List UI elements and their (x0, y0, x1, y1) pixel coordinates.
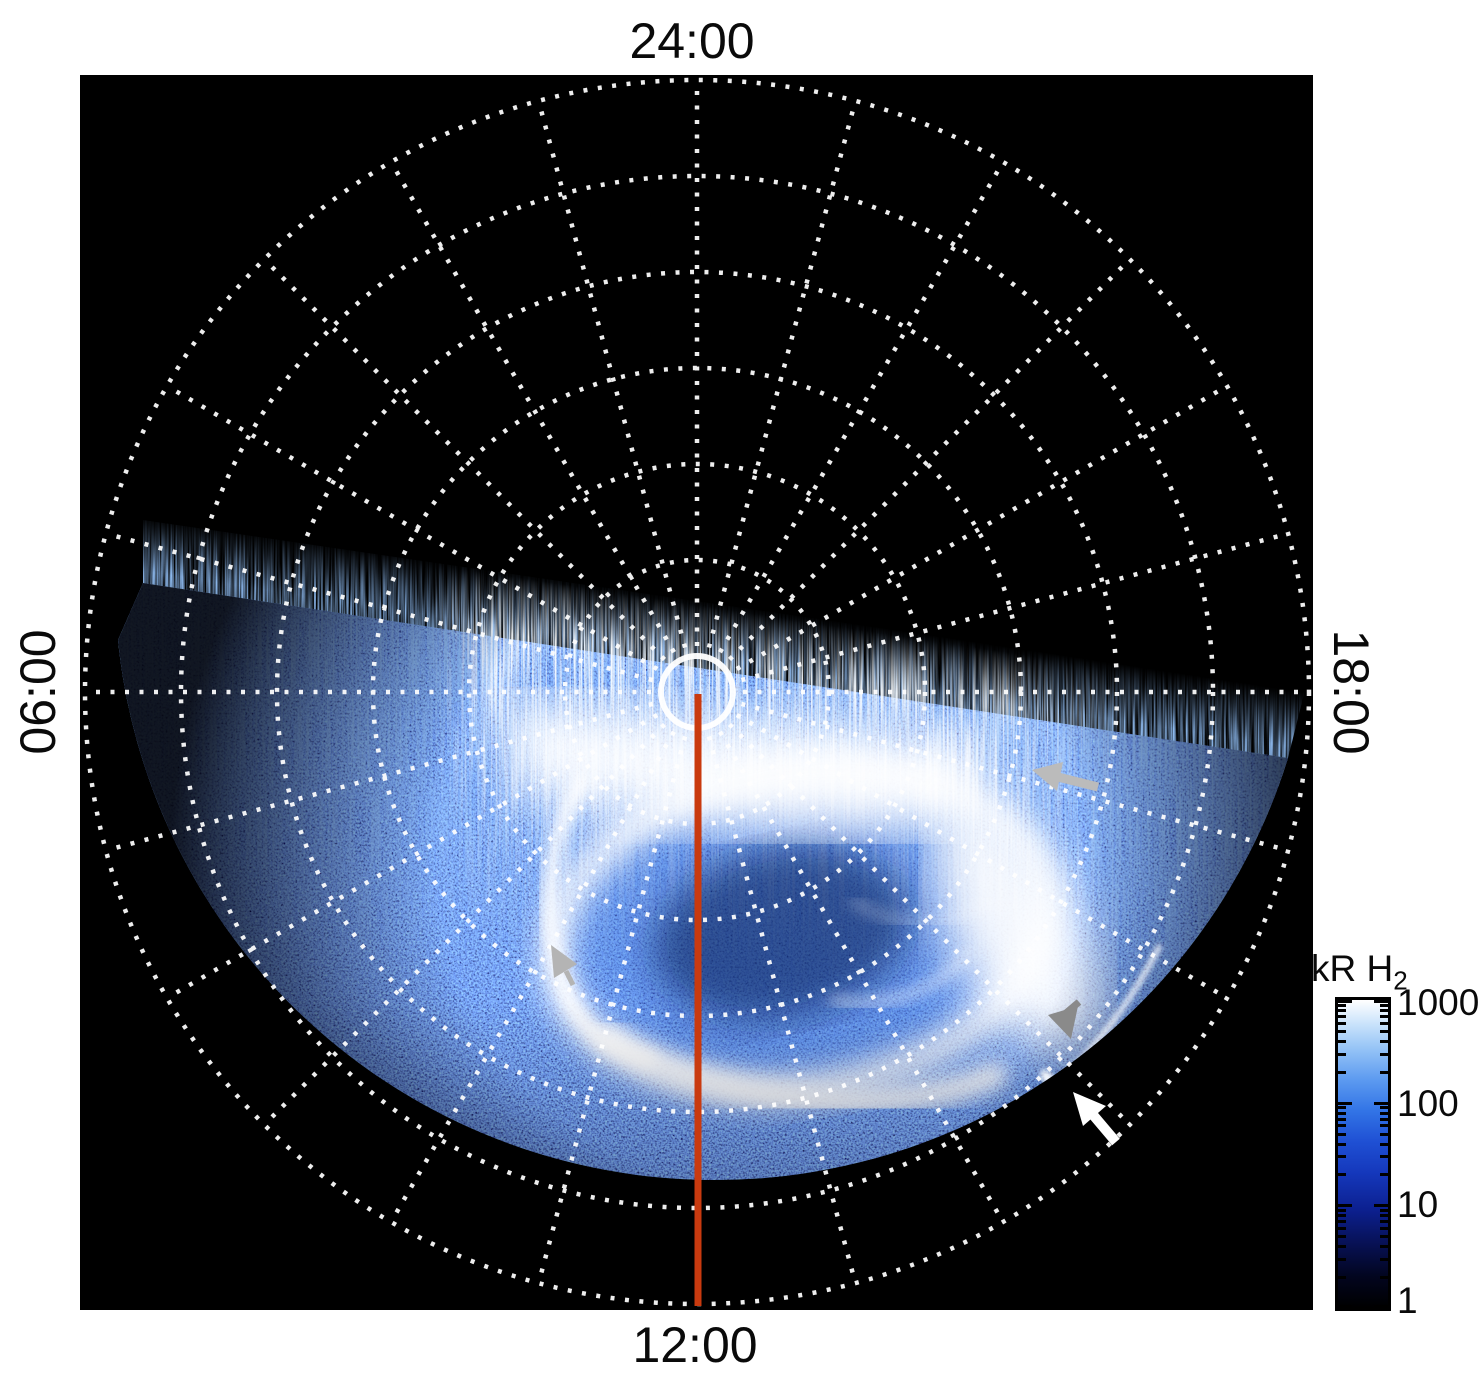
colorbar-tick-mark (1380, 1173, 1388, 1177)
colorbar-tick-mark (1338, 1111, 1346, 1115)
time-label-1800: 18:00 (1323, 629, 1379, 755)
colorbar-tick-mark (1338, 1220, 1346, 1224)
grid-ring (178, 173, 1216, 1211)
colorbar-tick-mark (1338, 1204, 1352, 1208)
dusk-arrow (1032, 762, 1100, 792)
colorbar-tick-mark (1380, 1039, 1388, 1043)
dawn-arrow (551, 945, 577, 987)
grid-ring (82, 77, 1312, 1307)
colorbar-tick-mark (1338, 1124, 1346, 1128)
white-up-arrow (1073, 1092, 1120, 1146)
colorbar-tick-mark (1338, 1155, 1346, 1159)
colorbar-tick-mark (1338, 1003, 1346, 1007)
colorbar-tick-mark (1380, 1070, 1388, 1074)
colorbar-tick-mark (1380, 1003, 1388, 1007)
colorbar-tick-mark (1380, 1132, 1388, 1136)
colorbar-tick-mark (1374, 1204, 1388, 1208)
time-label-1200: 12:00 (632, 1317, 758, 1373)
colorbar-tick-mark (1380, 1111, 1388, 1115)
colorbar-tick-mark (1338, 1070, 1346, 1074)
colorbar-tick-mark (1338, 1021, 1346, 1025)
colorbar-tick-mark (1374, 1000, 1388, 1003)
colorbar-tick-mark (1380, 1258, 1388, 1261)
colorbar-tick-mark (1380, 1052, 1388, 1056)
colorbar-tick-mark (1380, 1142, 1388, 1146)
polar-aurora-plot (80, 75, 1313, 1310)
colorbar-tick-mark (1380, 1014, 1388, 1018)
colorbar-tick-mark (1338, 1258, 1346, 1261)
colorbar-tick-10: 10 (1397, 1184, 1439, 1225)
colorbar-title: kR H2 (1311, 948, 1408, 996)
colorbar-tick-100: 100 (1397, 1083, 1459, 1124)
colorbar-tick-mark (1338, 1117, 1346, 1121)
colorbar-tick-mark (1380, 1220, 1388, 1224)
colorbar-tick-mark (1338, 1029, 1346, 1033)
colorbar-tick-mark (1338, 1101, 1352, 1105)
colorbar-tick-mark (1374, 1101, 1388, 1105)
colorbar-tick-mark (1338, 1008, 1346, 1012)
colorbar-tick-mark (1380, 1106, 1388, 1110)
colorbar-tick-mark (1338, 1052, 1346, 1056)
colorbar-tick-1: 1 (1397, 1280, 1418, 1321)
colorbar-tick-mark (1338, 1000, 1352, 1003)
colorbar-tick-mark (1380, 1214, 1388, 1218)
colorbar-tick-mark (1380, 1245, 1388, 1249)
colorbar-tick-mark (1380, 1021, 1388, 1025)
grid-ring (274, 269, 1120, 1115)
colorbar-tick-mark (1338, 1014, 1346, 1018)
gray-down-arrow (1048, 999, 1082, 1039)
colorbar (1335, 997, 1391, 1311)
colorbar-tick-mark (1380, 1209, 1388, 1213)
colorbar-tick-mark (1380, 1276, 1388, 1280)
colorbar-tick-mark (1338, 1106, 1346, 1110)
colorbar-tick-mark (1338, 1173, 1346, 1177)
colorbar-tick-mark (1338, 1039, 1346, 1043)
time-label-0600: 06:00 (10, 629, 66, 755)
colorbar-tick-mark (1338, 1276, 1346, 1280)
annotation-arrows (551, 762, 1120, 1146)
colorbar-tick-mark (1380, 1227, 1388, 1231)
colorbar-tick-mark (1338, 1245, 1346, 1249)
time-label-2400: 24:00 (629, 13, 755, 69)
grid-ring (466, 461, 928, 923)
colorbar-tick-mark (1338, 1227, 1346, 1231)
colorbar-tick-mark (1380, 1235, 1388, 1239)
colorbar-tick-mark (1380, 1124, 1388, 1128)
colorbar-tick-mark (1338, 1132, 1346, 1136)
colorbar-tick-mark (1338, 1305, 1352, 1308)
grid-ring (562, 557, 832, 827)
colorbar-tick-mark (1338, 1235, 1346, 1239)
colorbar-tick-mark (1374, 1305, 1388, 1308)
colorbar-tick-mark (1338, 1142, 1346, 1146)
colorbar-tick-mark (1380, 1155, 1388, 1159)
colorbar-tick-mark (1338, 1209, 1346, 1213)
colorbar-tick-mark (1380, 1117, 1388, 1121)
colorbar-tick-mark (1380, 1008, 1388, 1012)
colorbar-tick-mark (1380, 1029, 1388, 1033)
colorbar-tick-1000: 1000 (1397, 982, 1480, 1023)
colorbar-tick-mark (1338, 1214, 1346, 1218)
